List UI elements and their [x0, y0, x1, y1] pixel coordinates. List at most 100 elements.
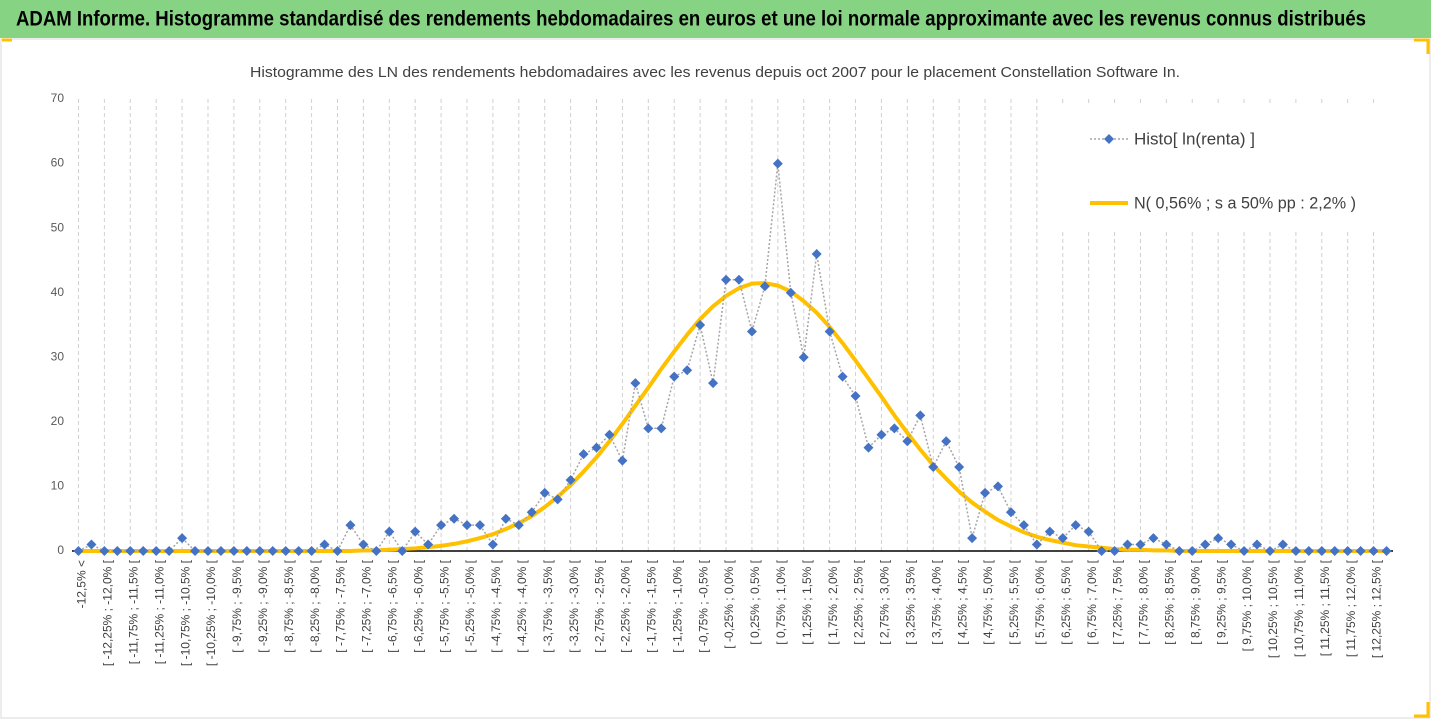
data-point	[164, 546, 175, 556]
x-tick-label: [ -6,25% ; -6,0% [	[411, 559, 425, 652]
y-tick-label: 10	[51, 479, 65, 493]
x-tick-label: [ -8,75% ; -8,5% [	[282, 559, 296, 652]
data-point	[617, 455, 628, 466]
data-point	[436, 520, 447, 531]
data-point	[669, 371, 680, 382]
corner-mark	[1414, 38, 1430, 54]
data-point	[86, 539, 97, 550]
x-tick-label: [ -12,25% ; -12,0% [	[101, 559, 115, 666]
data-point	[746, 326, 757, 337]
data-point	[1277, 539, 1288, 550]
x-tick-label: [ 11,25% ; 11,5% [	[1318, 559, 1332, 656]
x-tick-label: [ 10,25% ; 10,5% [	[1266, 559, 1280, 658]
data-point	[280, 546, 291, 556]
data-point	[1031, 539, 1042, 550]
x-tick-label: [ -3,25% ; -3,0% [	[567, 559, 581, 652]
data-point	[1083, 526, 1094, 537]
data-point	[552, 494, 563, 505]
data-point	[811, 248, 822, 259]
x-tick-label: [ -1,75% ; -1,5% [	[644, 559, 658, 652]
data-point	[565, 474, 576, 485]
x-tick-label: [ -9,25% ; -9,0% [	[256, 559, 270, 652]
data-point	[1316, 546, 1327, 556]
data-point	[267, 546, 278, 556]
data-point	[1044, 526, 1055, 537]
data-point	[526, 507, 537, 518]
data-point	[99, 546, 110, 556]
data-point	[656, 423, 667, 434]
x-tick-label: [ 1,25% ; 1,5% [	[800, 559, 814, 644]
x-tick-label: [ 3,25% ; 3,5% [	[904, 559, 918, 644]
x-tick-label: [ -4,75% ; -4,5% [	[489, 559, 503, 652]
data-point	[449, 513, 460, 524]
x-tick-label: [ 9,75% ; 10,0% [	[1240, 559, 1254, 651]
data-point	[980, 487, 991, 498]
x-tick-label: [ 8,25% ; 8,5% [	[1163, 559, 1177, 644]
data-point	[928, 462, 939, 473]
x-tick-label: [ -9,75% ; -9,5% [	[230, 559, 244, 652]
y-tick-label: 30	[51, 349, 65, 363]
x-tick-label: [ 2,75% ; 3,0% [	[878, 559, 892, 644]
x-tick-label: [ 7,75% ; 8,0% [	[1137, 559, 1151, 644]
data-point	[1005, 507, 1016, 518]
data-point	[190, 546, 201, 556]
x-tick-label: [ -6,75% ; -6,5% [	[385, 559, 399, 652]
x-tick-label: [ -8,25% ; -8,0% [	[308, 559, 322, 652]
data-point	[992, 481, 1003, 492]
data-point	[423, 539, 434, 550]
data-point	[630, 378, 641, 389]
data-point	[604, 429, 615, 440]
x-tick-label: [ -1,25% ; -1,0% [	[670, 559, 684, 652]
x-tick-label: [ -5,75% ; -5,5% [	[437, 559, 451, 652]
x-tick-label: [ 4,75% ; 5,0% [	[981, 559, 995, 644]
data-point	[1329, 546, 1340, 556]
data-point	[177, 533, 188, 544]
data-point	[332, 546, 343, 556]
data-point	[733, 274, 744, 285]
data-point	[1148, 533, 1159, 544]
data-point	[125, 546, 136, 556]
x-tick-label: [ -5,25% ; -5,0% [	[463, 559, 477, 652]
legend-label: N( 0,56% ; s a 50% pp : 2,2% )	[1134, 193, 1356, 212]
x-tick-label: [ 12,25% ; 12,5% [	[1370, 559, 1384, 658]
data-point	[591, 442, 602, 453]
data-point	[474, 520, 485, 531]
x-tick-label: [ 1,75% ; 2,0% [	[826, 559, 840, 644]
y-tick-label: 50	[51, 220, 65, 234]
y-tick-label: 20	[51, 414, 65, 428]
data-point	[876, 429, 887, 440]
data-point	[487, 539, 498, 550]
data-point	[384, 526, 395, 537]
x-tick-label: [ -2,25% ; -2,0% [	[619, 559, 633, 652]
x-tick-label: [ 10,75% ; 11,0% [	[1292, 559, 1306, 657]
x-tick-label: [ 3,75% ; 4,0% [	[929, 559, 943, 644]
data-point	[228, 546, 239, 556]
data-point	[721, 274, 732, 285]
x-tick-label: [ 4,25% ; 4,5% [	[955, 559, 969, 644]
x-tick-label: [ 9,25% ; 9,5% [	[1214, 559, 1228, 644]
data-point	[371, 546, 382, 556]
y-tick-label: 0	[57, 543, 64, 557]
data-point	[306, 546, 317, 556]
x-tick-label: -12,5% <	[75, 560, 89, 608]
data-point	[1122, 539, 1133, 550]
x-tick-label: [ -0,25% ; 0,0% [	[722, 559, 736, 648]
header-bar	[0, 0, 1431, 38]
x-tick-label: [ -11,25% ; -11,0% [	[152, 559, 166, 664]
x-tick-label: [ 6,75% ; 7,0% [	[1085, 559, 1099, 644]
data-point	[1174, 546, 1185, 556]
data-point	[785, 287, 796, 298]
data-point	[138, 546, 149, 556]
chart-title: Histogramme des LN des rendements hebdom…	[250, 64, 1180, 81]
x-tick-label: [ -3,75% ; -3,5% [	[541, 559, 555, 652]
data-point	[1213, 533, 1224, 544]
data-point	[319, 539, 330, 550]
data-point	[798, 352, 809, 363]
data-point	[1161, 539, 1172, 550]
data-point	[708, 378, 719, 389]
data-point	[1290, 546, 1301, 556]
data-point	[241, 546, 252, 556]
data-point	[1226, 539, 1237, 550]
data-point	[1070, 520, 1081, 531]
data-point	[513, 520, 524, 531]
